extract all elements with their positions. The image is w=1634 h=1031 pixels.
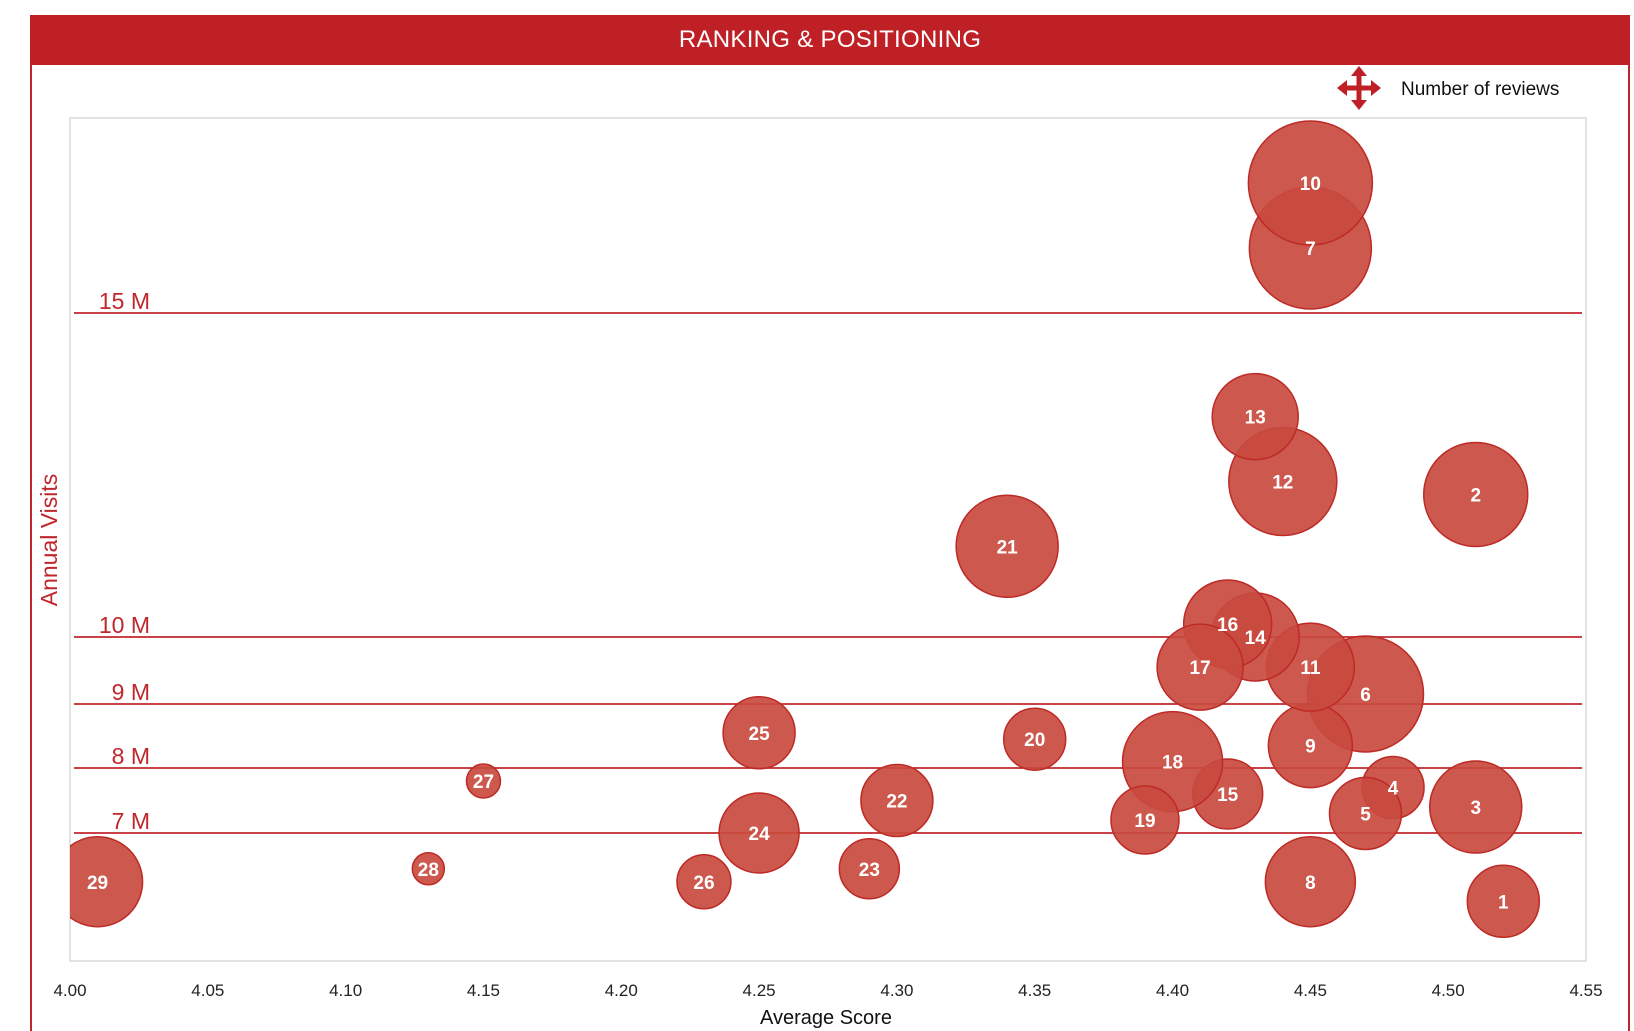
x-tick-label-8: 4.40: [1156, 981, 1189, 1000]
bubble-label-12: 12: [1272, 472, 1293, 493]
bubble-26[interactable]: [676, 854, 732, 910]
bubble-29[interactable]: [53, 836, 144, 928]
move-arrows-icon: [1337, 66, 1381, 110]
bubble-label-29: 29: [87, 873, 108, 894]
x-tick-label-6: 4.30: [880, 981, 913, 1000]
bubble-22[interactable]: [860, 763, 934, 838]
reference-line-label-0: 7 M: [112, 808, 150, 834]
x-tick-label-3: 4.15: [467, 981, 500, 1000]
bubble-label-8: 8: [1305, 873, 1316, 894]
bubble-label-19: 19: [1134, 811, 1155, 832]
bubble-1[interactable]: [1466, 864, 1541, 938]
bubble-5[interactable]: [1328, 776, 1403, 851]
bubble-label-17: 17: [1190, 658, 1211, 679]
y-axis-label: Annual Visits: [36, 474, 62, 607]
x-tick-labels: 4.00 4.05 4.10 4.15 4.20 4.25 4.30 4.35 4.40 4.45…: [53, 981, 1602, 1000]
bubble-20[interactable]: [1002, 707, 1067, 771]
bubble-28[interactable]: [411, 852, 446, 886]
x-tick-label-11: 4.55: [1569, 981, 1602, 1000]
x-tick-label-2: 4.10: [329, 981, 362, 1000]
bubble-label-1: 1: [1498, 892, 1509, 913]
bubble-label-20: 20: [1024, 730, 1045, 751]
bubble-label-2: 2: [1470, 485, 1481, 506]
x-tick-label-9: 4.45: [1294, 981, 1327, 1000]
bubble-3[interactable]: [1428, 760, 1523, 854]
bubble-label-15: 15: [1217, 785, 1239, 806]
reference-line-label-4: 15 M: [99, 288, 150, 314]
bubble-23[interactable]: [838, 838, 901, 900]
chart-title: RANKING & POSITIONING: [30, 15, 1630, 65]
bubble-label-28: 28: [418, 860, 439, 881]
bubble-label-10: 10: [1300, 174, 1321, 195]
chart-title-text: RANKING & POSITIONING: [678, 26, 982, 53]
bubbles: 1234567891011121314151617181920212223242…: [53, 120, 1541, 938]
bubble-label-25: 25: [749, 724, 771, 745]
bubble-label-23: 23: [859, 860, 880, 881]
x-tick-label-7: 4.35: [1018, 981, 1051, 1000]
bubble-label-18: 18: [1162, 753, 1183, 774]
bubble-label-9: 9: [1305, 737, 1316, 758]
reference-line-label-1: 8 M: [112, 743, 150, 769]
bubble-27[interactable]: [465, 763, 502, 799]
bubble-24[interactable]: [718, 792, 800, 874]
x-tick-label-5: 4.25: [743, 981, 776, 1000]
x-tick-label-1: 4.05: [191, 981, 224, 1000]
bubble-label-13: 13: [1245, 408, 1266, 429]
bubble-label-21: 21: [997, 537, 1019, 558]
bubble-17[interactable]: [1156, 623, 1244, 711]
bubble-label-6: 6: [1360, 685, 1371, 706]
bubble-label-4: 4: [1388, 779, 1399, 800]
bubble-label-3: 3: [1470, 798, 1481, 819]
bubble-label-14: 14: [1245, 628, 1267, 649]
x-axis-label: Average Score: [760, 1007, 892, 1029]
bubble-19[interactable]: [1110, 785, 1180, 855]
legend: Number of reviews: [1337, 66, 1559, 110]
bubble-2[interactable]: [1422, 441, 1529, 548]
bubble-label-26: 26: [693, 873, 714, 894]
bubble-label-24: 24: [749, 824, 771, 845]
reference-line-label-3: 10 M: [99, 612, 150, 638]
x-tick-label-0: 4.00: [53, 981, 86, 1000]
bubble-label-27: 27: [473, 772, 494, 793]
bubble-21[interactable]: [955, 494, 1059, 599]
bubble-10[interactable]: [1247, 120, 1374, 246]
bubble-label-11: 11: [1300, 658, 1321, 679]
x-tick-label-4: 4.20: [605, 981, 638, 1000]
bubble-label-5: 5: [1360, 805, 1371, 826]
bubble-label-16: 16: [1217, 615, 1238, 636]
bubble-8[interactable]: [1264, 836, 1357, 928]
bubble-label-7: 7: [1305, 239, 1316, 260]
bubble-25[interactable]: [722, 696, 796, 770]
bubble-label-22: 22: [886, 792, 907, 813]
legend-label: Number of reviews: [1401, 79, 1559, 100]
reference-line-label-2: 9 M: [112, 679, 150, 705]
bubble-13[interactable]: [1211, 372, 1299, 461]
x-tick-label-10: 4.50: [1432, 981, 1465, 1000]
